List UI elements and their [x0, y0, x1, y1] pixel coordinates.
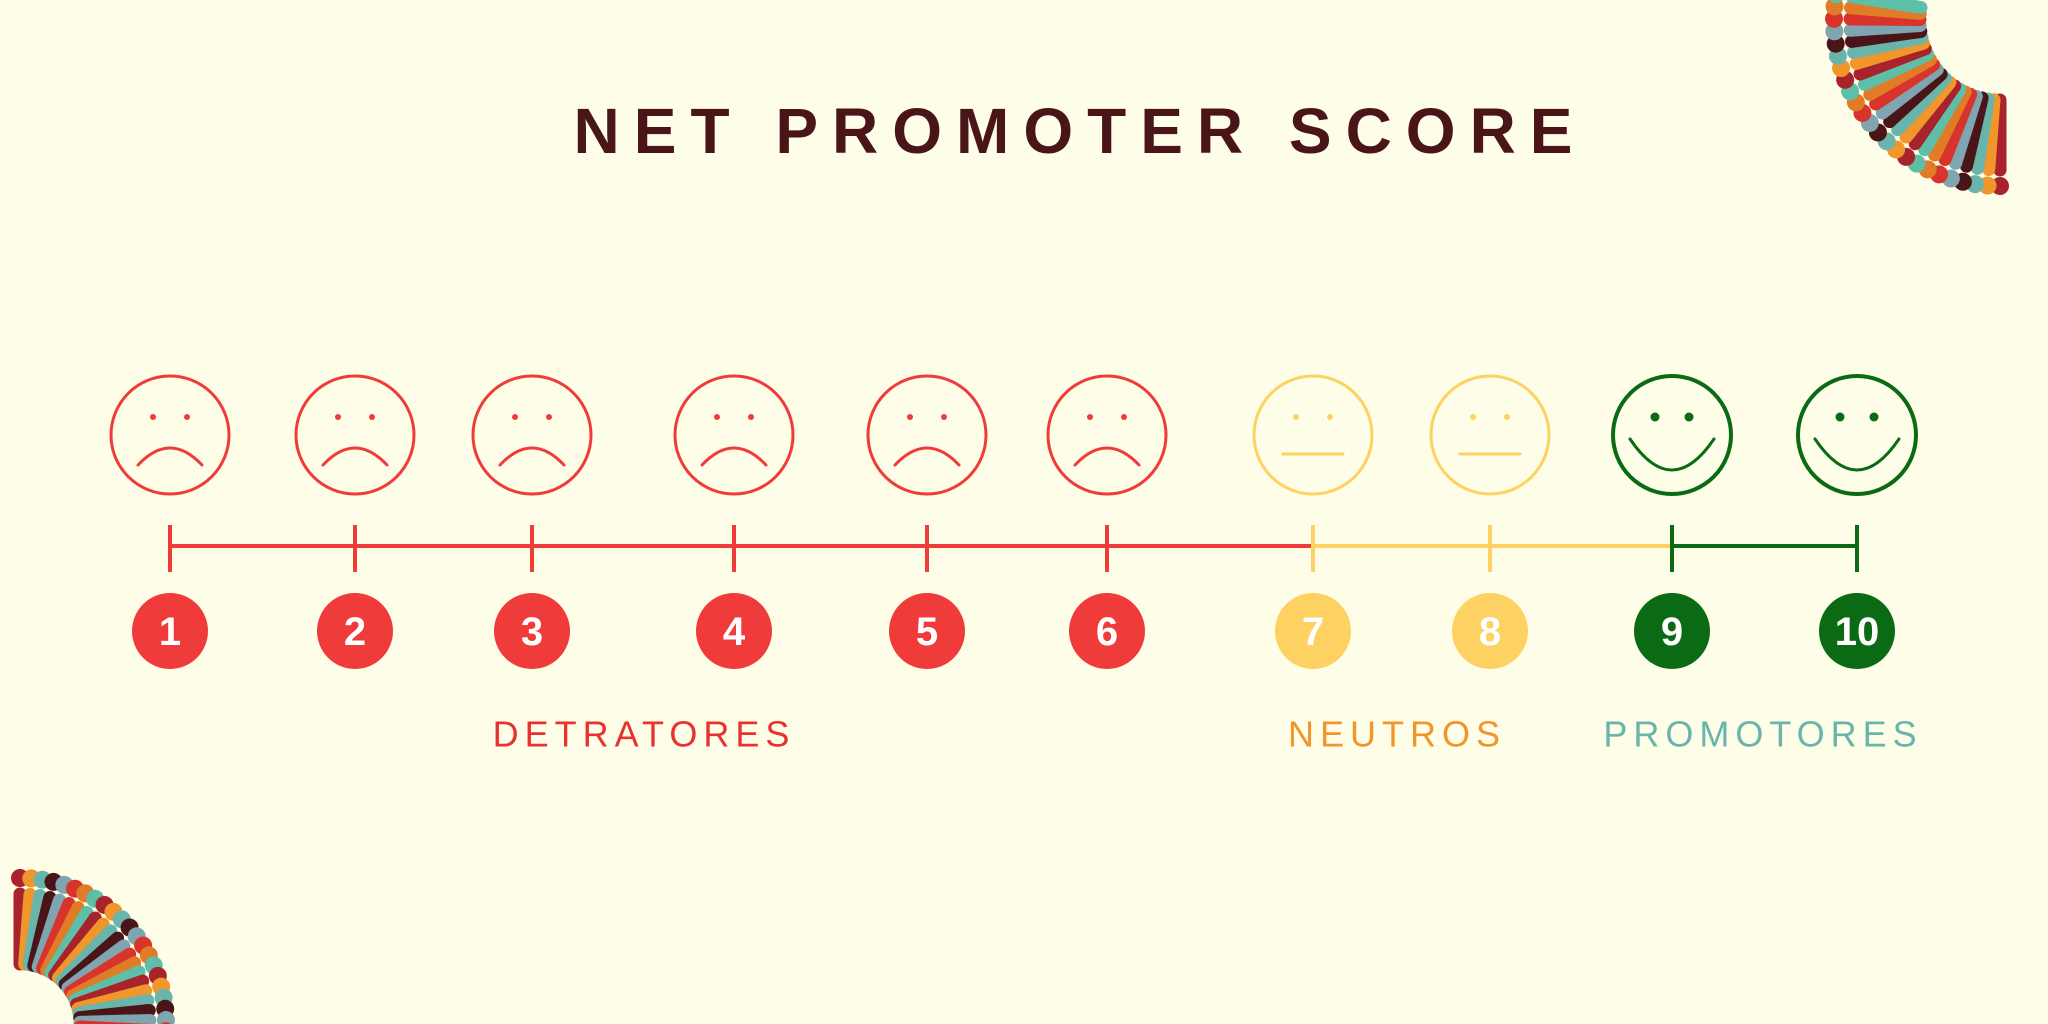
face-eye: [941, 414, 947, 420]
decoration: [11, 0, 2009, 1024]
face-eye: [184, 414, 190, 420]
person-body: [1899, 75, 1957, 144]
score-badge: [317, 593, 393, 669]
person-body: [1846, 0, 1928, 14]
score-badge: [1634, 593, 1710, 669]
face-mouth: [893, 446, 961, 467]
face-eye: [748, 414, 754, 420]
person-body: [1883, 67, 1948, 129]
person-body: [1847, 30, 1929, 60]
group-label: PROMOTORES: [1603, 714, 1922, 755]
score-badge: [696, 593, 772, 669]
person-body: [1849, 36, 1930, 70]
score-number: 10: [1835, 610, 1880, 654]
face: [109, 374, 231, 496]
face-mouth: [700, 446, 768, 467]
person-body: [1875, 63, 1944, 120]
face-eye: [335, 414, 341, 420]
person-body: [1938, 87, 1978, 167]
face-eye: [1650, 412, 1660, 422]
face-eye: [1470, 414, 1476, 420]
face-eye: [150, 414, 156, 420]
face: [1252, 374, 1374, 496]
face: [471, 374, 593, 496]
face-eye: [512, 414, 518, 420]
face: [866, 374, 988, 496]
face: [1046, 374, 1168, 496]
score-badge: [1275, 593, 1351, 669]
face-mouth: [498, 446, 566, 467]
face: [1796, 374, 1918, 496]
score-badge: [494, 593, 570, 669]
face-eye: [1869, 412, 1879, 422]
score-number: 2: [344, 610, 366, 654]
face-mouth: [136, 446, 204, 467]
person-head: [156, 1011, 175, 1024]
person-body: [1845, 24, 1928, 48]
face: [1429, 374, 1551, 496]
score-number: 4: [723, 610, 746, 654]
face-mouth: [1073, 446, 1141, 467]
face-eye: [1504, 414, 1510, 420]
face: [1611, 374, 1733, 496]
group-label: NEUTROS: [1288, 714, 1506, 755]
score-number: 5: [916, 610, 938, 654]
face-eye: [369, 414, 375, 420]
face-eye: [546, 414, 552, 420]
face-mouth: [1628, 437, 1716, 472]
face: [673, 374, 795, 496]
title: NET PROMOTER SCORE: [574, 95, 1587, 167]
face-eye: [714, 414, 720, 420]
score-number: 6: [1096, 610, 1118, 654]
person-body: [1863, 53, 1938, 101]
person-body: [1971, 92, 1995, 175]
person-body: [1891, 71, 1952, 137]
face-eye: [1835, 412, 1845, 422]
person-body: [1928, 85, 1972, 162]
score-scale: 1 2 3 4 5 6 DETRATORES 7 8 NEUTROS 9 10 PROMOTORES: [109, 374, 1922, 755]
face-eye: [907, 414, 913, 420]
face-eye: [1684, 412, 1694, 422]
person-body: [1858, 47, 1935, 91]
score-badge: [1452, 593, 1528, 669]
person-head: [1829, 0, 1843, 4]
face: [294, 374, 416, 496]
person-body: [1949, 89, 1983, 170]
score-number: 1: [159, 610, 181, 654]
person-body: [1908, 79, 1962, 151]
person-body: [1959, 91, 1989, 173]
person-body: [1843, 18, 1927, 37]
face-mouth: [1813, 437, 1901, 472]
person-body: [1982, 93, 2001, 177]
score-number: 7: [1302, 610, 1324, 654]
person-body: [1853, 42, 1932, 81]
face-eye: [1121, 414, 1127, 420]
person-body: [1918, 82, 1967, 157]
person-body: [1844, 1, 1927, 20]
group-label: DETRATORES: [493, 714, 796, 755]
score-number: 3: [521, 610, 543, 654]
score-badge: [1819, 593, 1895, 669]
score-badge: [1069, 593, 1145, 669]
score-badge: [889, 593, 965, 669]
person-head: [1825, 0, 1844, 16]
face-eye: [1327, 414, 1333, 420]
score-number: 8: [1479, 610, 1501, 654]
person-body: [1869, 58, 1941, 111]
score-badge: [132, 593, 208, 669]
face-eye: [1293, 414, 1299, 420]
score-number: 9: [1661, 610, 1683, 654]
face-eye: [1087, 414, 1093, 420]
face-mouth: [321, 446, 389, 467]
